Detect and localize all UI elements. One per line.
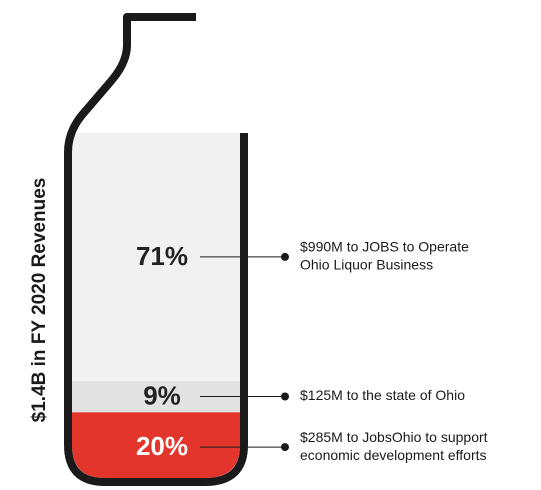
- segment: [72, 412, 240, 478]
- category-label: $990M to JOBS to Operate: [300, 239, 469, 255]
- connector-dot: [281, 443, 289, 452]
- value-label: 20%: [136, 431, 188, 461]
- bottle-fill: [72, 133, 240, 478]
- bottle-outline: [64, 13, 248, 486]
- category-label: Ohio Liquor Business: [300, 257, 433, 273]
- value-label: 9%: [143, 380, 181, 410]
- connector-dot: [281, 252, 289, 261]
- value-label: 71%: [136, 241, 188, 271]
- chart-title: $1.4B in FY 2020 Revenues: [29, 178, 50, 423]
- category-label: economic development efforts: [300, 447, 487, 463]
- category-label: $285M to JobsOhio to support: [300, 429, 488, 445]
- category-label: $125M to the state of Ohio: [300, 387, 465, 403]
- connector-dot: [281, 392, 289, 401]
